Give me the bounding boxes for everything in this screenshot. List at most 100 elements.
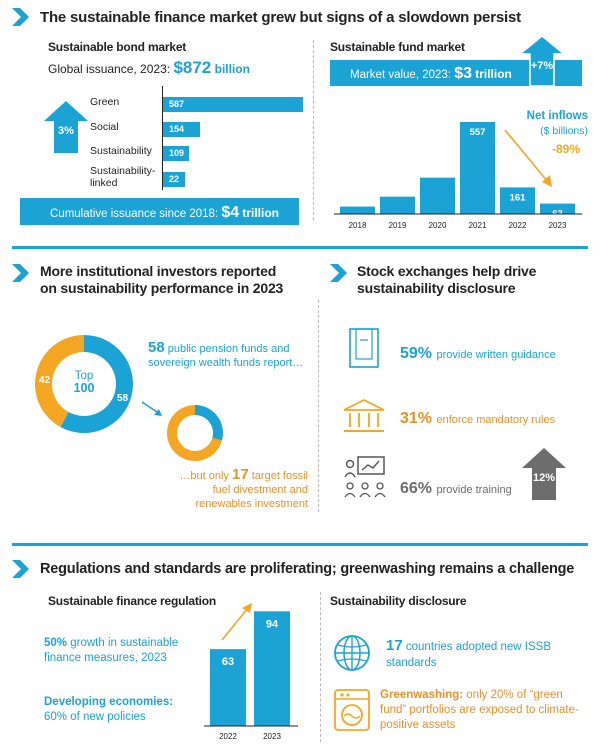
issb-block: 17 countries adopted new ISSB standards [386, 638, 576, 671]
issb-number: 17 [386, 637, 403, 654]
growth-arrow-head [242, 603, 252, 613]
stat-guidance-value: 59% [400, 345, 433, 362]
growth-block: 50% growth in sustainable finance measur… [44, 636, 194, 666]
bond-category-label: Social [90, 121, 119, 133]
divestment-donut-chart [167, 405, 223, 461]
regulation-bar [254, 611, 290, 726]
donut-slice-divest [195, 405, 223, 441]
market-label: Market value, 2023: [350, 69, 452, 81]
issuance-label: Global issuance, 2023: [48, 62, 171, 76]
inflow-year-label: 2018 [349, 221, 367, 230]
developing-label: Developing economies: [44, 696, 174, 708]
donut-blue-value: 58 [117, 393, 129, 404]
section3-divider [320, 592, 321, 742]
inflow-bar [460, 122, 495, 214]
donut-orange-value: 42 [39, 375, 51, 386]
inflow-value-label: 161 [510, 192, 527, 203]
decline-arrow-head [542, 175, 552, 187]
decline-arrow [504, 129, 549, 183]
bond-growth: 3% [58, 125, 74, 137]
donut-slice-report [60, 335, 133, 433]
cumulative-label: Cumulative issuance since 2018: [50, 208, 219, 220]
report-text-block: 58 public pension funds and sovereign we… [148, 340, 308, 370]
section1-divider [313, 40, 314, 220]
up-arrow-icon [522, 448, 566, 500]
stat-mandatory-value: 31% [400, 410, 433, 427]
donut-center-label: Top 100 [34, 370, 134, 394]
inflow-bar [420, 177, 455, 214]
issuance-value: $872 [173, 58, 212, 77]
section-divider-1 [12, 246, 588, 249]
donut-center-bottom: 100 [73, 381, 95, 395]
regulation-value-label: 63 [222, 656, 234, 668]
regulation-value-label: 94 [266, 618, 279, 630]
inflow-bar [500, 187, 535, 214]
regulation-year-label: 2023 [263, 732, 281, 741]
stat-mandatory: 31% enforce mandatory rules [400, 410, 555, 428]
stat-training: 66% provide training [400, 480, 512, 498]
only-prefix: …but only [179, 470, 229, 482]
only-text-block: …but only 17 target fossil fuel divestme… [164, 466, 308, 511]
training-presentation-icon [344, 456, 386, 498]
regulation-bar [210, 649, 246, 726]
disclosure-heading: Sustainability disclosure [330, 594, 467, 608]
cumulative-band: Cumulative issuance since 2018: $4 trill… [20, 198, 299, 225]
chevron-right-icon [12, 560, 29, 578]
bond-bar: 587 [163, 97, 303, 112]
growth-value: 50% [44, 637, 68, 649]
only-text: target fossil fuel divestment and renewa… [195, 470, 308, 510]
washing-machine-icon [334, 689, 370, 731]
market-text: Market value, 2023: $3 trillion [350, 65, 512, 83]
bond-issuance: Global issuance, 2023: $872 billion [48, 58, 250, 78]
section2-divider [318, 300, 319, 512]
inflow-year-label: 2022 [509, 221, 527, 230]
issuance-unit: billion [214, 62, 250, 76]
bond-bar: 109 [163, 146, 189, 161]
document-icon [349, 328, 379, 368]
chevron-right-icon [12, 264, 29, 282]
top100-donut-chart [35, 335, 133, 433]
stat-mandatory-text: enforce mandatory rules [436, 414, 556, 426]
stat-training-value: 66% [400, 480, 433, 497]
inflow-bar [540, 203, 575, 214]
section2-left-title: More institutional investors reported on… [40, 263, 284, 296]
section2-right-title: Stock exchanges help drive sustainabilit… [357, 263, 537, 296]
bond-heading: Sustainable bond market [48, 40, 187, 54]
bond-category-label: Green [90, 96, 120, 108]
section-divider-2 [12, 543, 588, 546]
stat-training-text: provide training [436, 484, 512, 496]
donut-center-top: Top [74, 370, 94, 382]
fund-heading: Sustainable fund market [330, 40, 465, 54]
regulation-heading: Sustainable finance regulation [48, 594, 217, 608]
chevron-right-icon [330, 264, 347, 282]
chevron-right-icon [12, 8, 29, 26]
report-text: public pension funds and sovereign wealt… [148, 343, 304, 369]
growth-text: growth in sustainable finance measures, … [44, 637, 179, 664]
training-growth: 12% [532, 472, 556, 484]
regulation-year-label: 2022 [219, 732, 237, 741]
regulation-bar-chart: 63 2022 94 2023 [204, 603, 298, 741]
cumulative-unit: trillion [242, 206, 279, 220]
greenwashing-block: Greenwashing: only 20% of “green fund” p… [380, 688, 590, 733]
stat-guidance-text: provide written guidance [436, 349, 556, 361]
inflow-year-label: 2020 [429, 221, 447, 230]
issb-text: countries adopted new ISSB standards [386, 641, 552, 669]
inflow-value-label: 557 [470, 127, 486, 138]
inflow-year-label: 2021 [469, 221, 487, 230]
inflow-year-label: 2023 [549, 221, 567, 230]
donut-slice-not-report [35, 335, 84, 427]
inflow-bar [380, 196, 415, 214]
growth-arrow [221, 607, 249, 641]
arrow-right-icon [141, 401, 162, 416]
globe-icon [334, 635, 370, 671]
market-value: $3 [454, 65, 473, 82]
only-number: 17 [232, 466, 249, 483]
up-arrow-icon [520, 36, 564, 86]
fund-growth: +7% [530, 60, 554, 72]
section3-title: Regulations and standards are proliferat… [40, 561, 575, 577]
bank-building-icon [343, 398, 385, 432]
up-arrow-icon [44, 101, 88, 153]
developing-block: Developing economies: 60% of new policie… [44, 695, 204, 725]
developing-text: 60% of new policies [44, 711, 146, 723]
